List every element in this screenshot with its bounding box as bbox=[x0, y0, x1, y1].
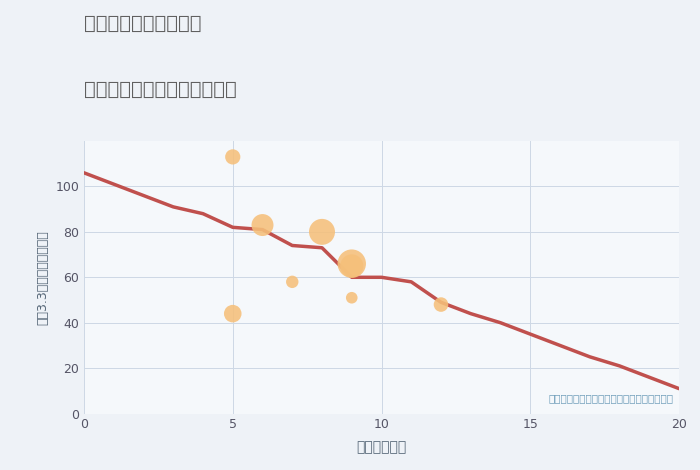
Y-axis label: 坪（3.3㎡）単価（万円）: 坪（3.3㎡）単価（万円） bbox=[36, 230, 50, 325]
Point bbox=[316, 228, 328, 235]
Point bbox=[346, 260, 357, 267]
Point bbox=[227, 153, 238, 161]
Text: 福岡県太宰府市五条の: 福岡県太宰府市五条の bbox=[84, 14, 202, 33]
Point bbox=[346, 262, 357, 270]
Text: 円の大きさは、取引のあった物件面積を示す: 円の大きさは、取引のあった物件面積を示す bbox=[548, 393, 673, 403]
Point bbox=[346, 294, 357, 302]
X-axis label: 駅距離（分）: 駅距離（分） bbox=[356, 440, 407, 454]
Point bbox=[435, 301, 447, 308]
Point bbox=[287, 278, 298, 286]
Point bbox=[227, 310, 238, 317]
Text: 駅距離別中古マンション価格: 駅距離別中古マンション価格 bbox=[84, 80, 237, 99]
Point bbox=[257, 221, 268, 229]
